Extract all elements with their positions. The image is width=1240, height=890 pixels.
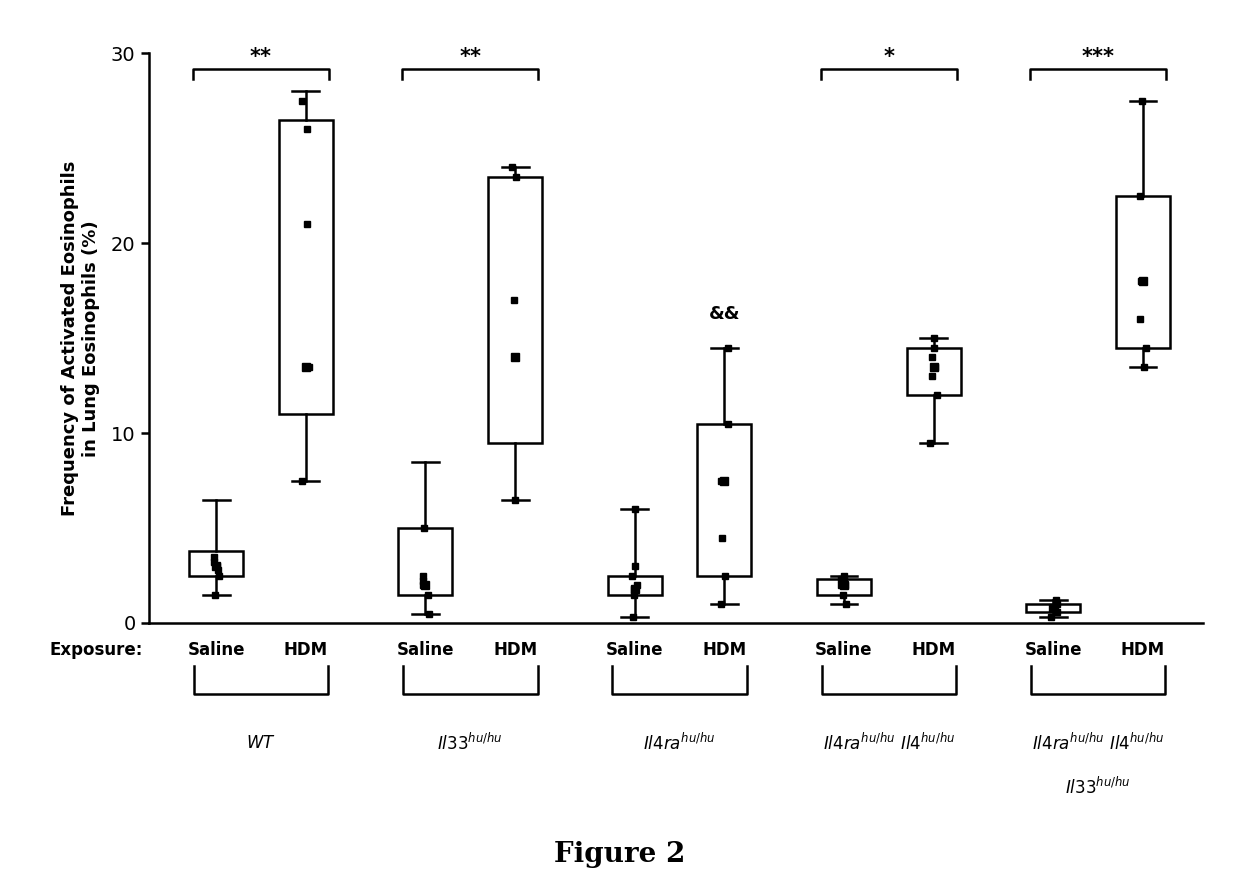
Text: *: * bbox=[883, 46, 894, 67]
Text: Saline: Saline bbox=[606, 641, 663, 659]
Text: Figure 2: Figure 2 bbox=[554, 841, 686, 868]
Text: HDM: HDM bbox=[911, 641, 956, 659]
Text: HDM: HDM bbox=[1121, 641, 1166, 659]
Text: $\mathit{Il4ra}^{hu/hu}$ $\mathit{Il4}^{hu/hu}$: $\mathit{Il4ra}^{hu/hu}$ $\mathit{Il4}^{… bbox=[1032, 732, 1164, 754]
Text: Saline: Saline bbox=[187, 641, 244, 659]
Text: $\mathit{Il4ra}^{hu/hu}$: $\mathit{Il4ra}^{hu/hu}$ bbox=[644, 732, 715, 754]
Text: **: ** bbox=[250, 46, 272, 67]
Text: $\mathit{Il33}^{hu/hu}$: $\mathit{Il33}^{hu/hu}$ bbox=[1065, 777, 1131, 798]
Text: &&: && bbox=[708, 305, 740, 323]
PathPatch shape bbox=[398, 528, 453, 595]
PathPatch shape bbox=[190, 551, 243, 576]
PathPatch shape bbox=[817, 579, 870, 595]
Text: Saline: Saline bbox=[397, 641, 454, 659]
PathPatch shape bbox=[608, 576, 662, 595]
Y-axis label: Frequency of Activated Eosinophils
in Lung Eosinophils (%): Frequency of Activated Eosinophils in Lu… bbox=[61, 160, 100, 516]
PathPatch shape bbox=[489, 177, 542, 442]
Text: **: ** bbox=[459, 46, 481, 67]
PathPatch shape bbox=[906, 348, 961, 395]
Text: HDM: HDM bbox=[284, 641, 327, 659]
Text: HDM: HDM bbox=[494, 641, 537, 659]
Text: $\mathit{Il33}^{hu/hu}$: $\mathit{Il33}^{hu/hu}$ bbox=[438, 732, 503, 754]
Text: $\mathit{Il4ra}^{hu/hu}$ $\mathit{Il4}^{hu/hu}$: $\mathit{Il4ra}^{hu/hu}$ $\mathit{Il4}^{… bbox=[822, 732, 955, 754]
Text: ***: *** bbox=[1081, 46, 1115, 67]
PathPatch shape bbox=[1027, 604, 1080, 611]
Text: Exposure:: Exposure: bbox=[50, 641, 143, 659]
Text: $\mathit{WT}$: $\mathit{WT}$ bbox=[246, 734, 275, 752]
Text: Saline: Saline bbox=[815, 641, 873, 659]
PathPatch shape bbox=[697, 424, 751, 576]
PathPatch shape bbox=[1116, 196, 1169, 348]
Text: Saline: Saline bbox=[1024, 641, 1083, 659]
Text: HDM: HDM bbox=[702, 641, 746, 659]
PathPatch shape bbox=[279, 120, 332, 414]
